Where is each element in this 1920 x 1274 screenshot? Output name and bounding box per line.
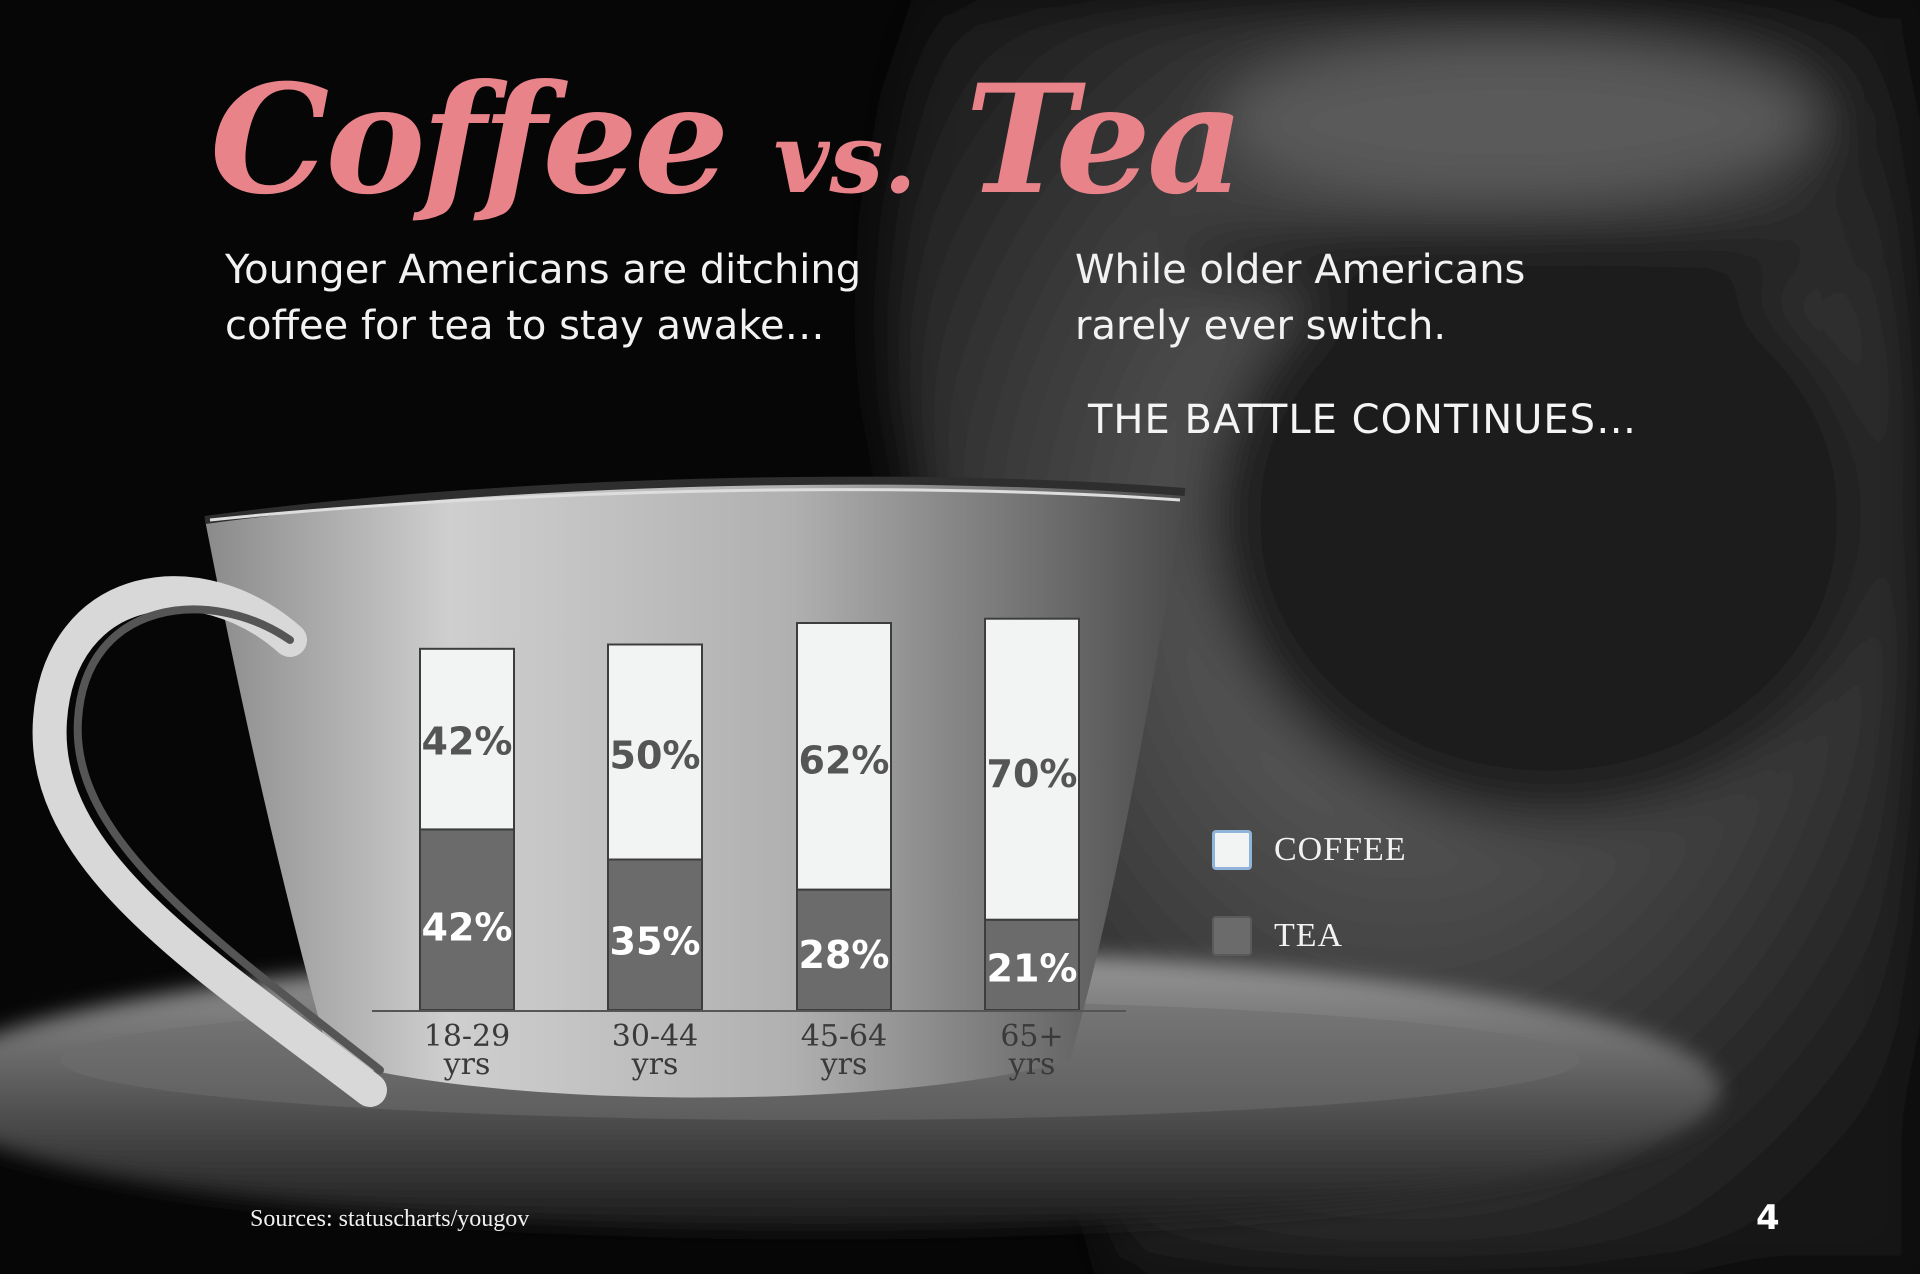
category-label: 18-29: [424, 1019, 510, 1054]
data-label-coffee: 70%: [987, 752, 1078, 796]
chart-legend: COFFEE TEA: [1212, 828, 1512, 1000]
data-label-coffee: 62%: [799, 739, 890, 783]
category-label: yrs: [443, 1047, 491, 1082]
category-label: yrs: [820, 1047, 868, 1082]
bar-tea: [607, 858, 703, 1011]
category-label: 45-64: [801, 1019, 887, 1054]
legend-item-tea: TEA: [1212, 914, 1512, 958]
title-vs: vs.: [773, 102, 917, 215]
subtitle-left: Younger Americans are ditching coffee fo…: [225, 247, 862, 349]
tagline: THE BATTLE CONTINUES…: [1088, 397, 1638, 443]
category-label: 30-44: [612, 1019, 698, 1054]
data-label-coffee: 50%: [610, 733, 701, 777]
category-label: yrs: [1008, 1047, 1056, 1082]
legend-label-coffee: COFFEE: [1274, 831, 1407, 868]
data-label-tea: 35%: [610, 919, 701, 963]
bar-coffee: [984, 617, 1080, 921]
title-tea: Tea: [965, 52, 1244, 228]
data-label-tea: 28%: [799, 933, 890, 977]
legend-swatch-tea: [1212, 916, 1252, 956]
bar-coffee: [419, 647, 515, 831]
subtitle-right: While older Americans rarely ever switch…: [1075, 247, 1526, 349]
page-number: 4: [1756, 1198, 1780, 1238]
title-coffee: Coffee: [210, 52, 729, 228]
bar-coffee: [607, 643, 703, 861]
chart-title: Coffee vs. Tea: [210, 40, 1244, 240]
legend-swatch-coffee: [1212, 830, 1252, 870]
data-label-tea: 21%: [987, 946, 1078, 990]
source-note: Sources: statuscharts/yougov: [250, 1206, 530, 1232]
legend-item-coffee: COFFEE: [1212, 828, 1512, 872]
bar-tea: [984, 918, 1080, 1012]
data-label-coffee: 42%: [422, 720, 513, 764]
category-label: yrs: [631, 1047, 679, 1082]
legend-label-tea: TEA: [1274, 917, 1344, 954]
data-label-tea: 42%: [422, 906, 513, 950]
bar-coffee: [796, 622, 892, 891]
category-label: 65+: [1000, 1019, 1063, 1054]
